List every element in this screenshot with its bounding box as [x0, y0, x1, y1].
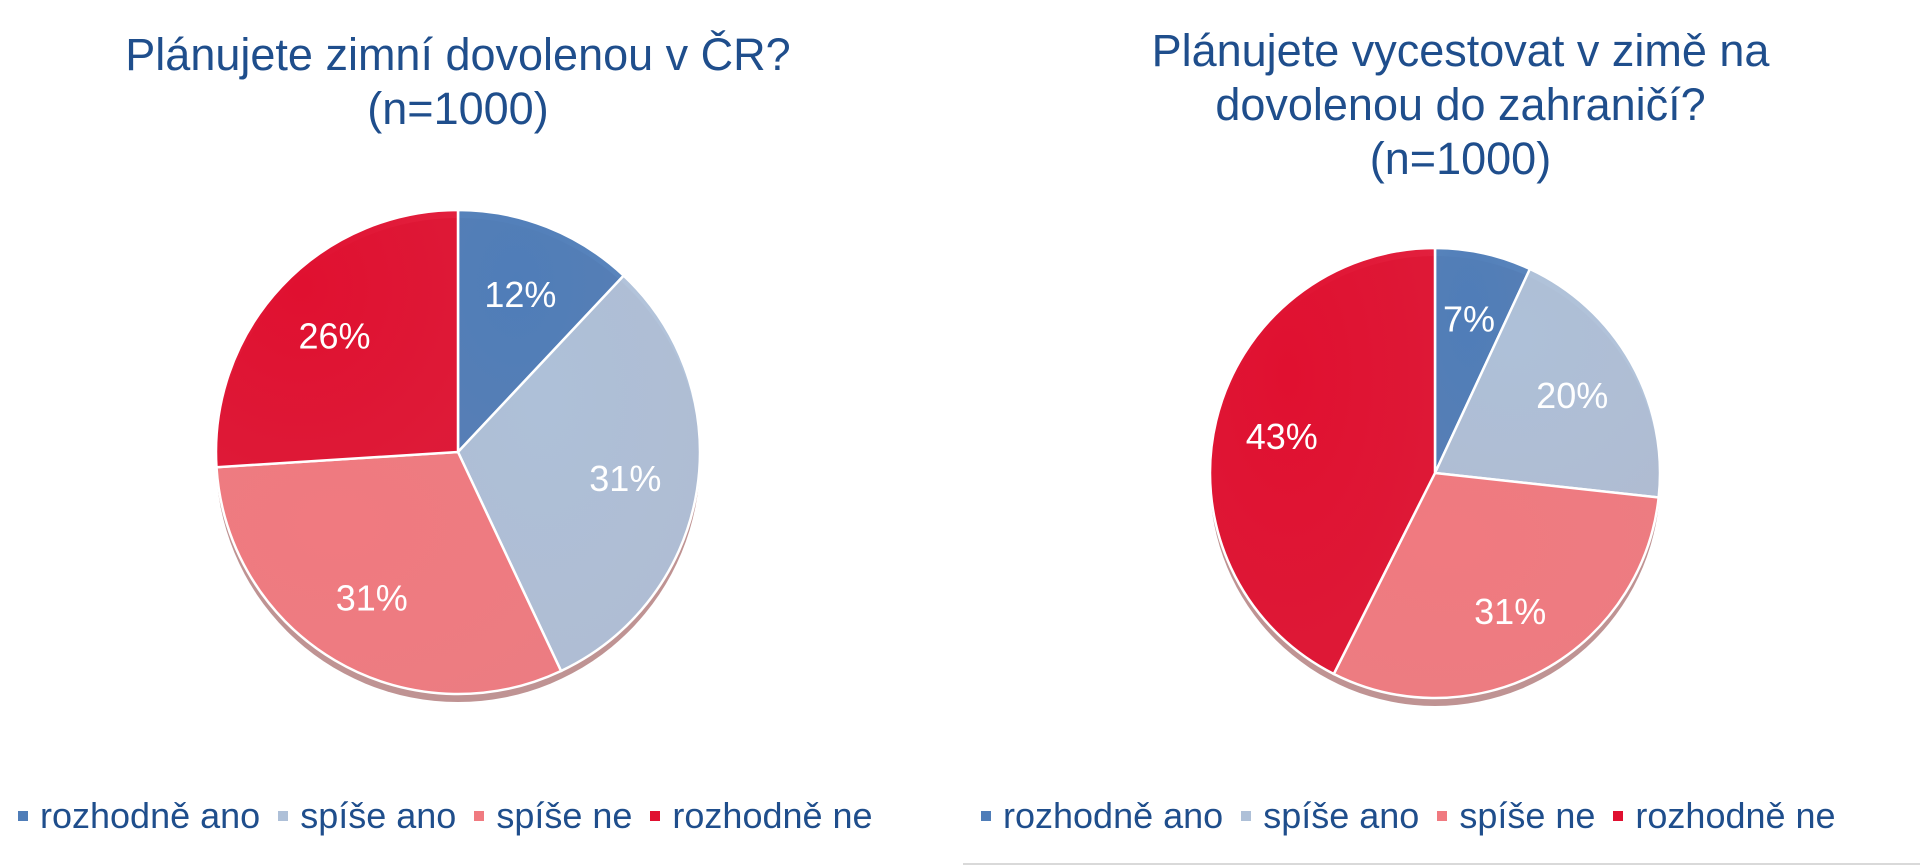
legend-swatch — [278, 811, 289, 821]
chart-title-line-2: (n=1000) — [367, 83, 549, 134]
chart-title: Plánujete vycestovat v zimě na dovolenou… — [960, 24, 1920, 186]
legend-swatch — [1437, 811, 1448, 821]
legend-label: spíše ano — [300, 795, 457, 836]
legend-swatch — [650, 811, 661, 821]
chart-title-line-3: (n=1000) — [1369, 133, 1552, 184]
legend-label: rozhodně ne — [672, 795, 873, 836]
data-label: 31% — [589, 458, 661, 499]
slice-spise-ne — [1332, 471, 1661, 700]
chart-title-line-1: Plánujete zimní dovolenou v ČR? — [125, 29, 791, 80]
slice-spise-ano — [456, 273, 702, 673]
data-label: 43% — [1246, 416, 1318, 457]
legend-label: spíše ne — [496, 795, 633, 836]
legend-item-spise-ne: spíše ne — [1437, 795, 1595, 837]
legend-swatch — [1613, 811, 1624, 821]
chart-title-line-2: dovolenou do zahraničí? — [1215, 79, 1706, 130]
chart-domestic: Plánujete zimní dovolenou v ČR? (n=1000)… — [0, 28, 916, 837]
slice-spise-ano — [1433, 267, 1662, 499]
slice-rozhodne-ano — [456, 208, 626, 456]
legend-label: spíše ano — [1263, 795, 1420, 836]
legend-item-spise-ano: spíše ano — [278, 795, 456, 837]
legend-item-spise-ano: spíše ano — [1241, 795, 1419, 837]
chart-title: Plánujete zimní dovolenou v ČR? (n=1000) — [0, 28, 916, 136]
legend-swatch — [981, 811, 991, 821]
data-label: 26% — [298, 316, 370, 357]
legend-label: spíše ne — [1459, 795, 1596, 836]
slice-spise-ne — [215, 450, 563, 696]
legend-item-rozhodne-ne: rozhodně ne — [1613, 795, 1836, 837]
chart-abroad: Plánujete vycestovat v zimě na dovolenou… — [960, 0, 1920, 867]
chart-title-line-1: Plánujete vycestovat v zimě na — [1151, 25, 1770, 76]
data-label: 20% — [1536, 375, 1608, 416]
legend-swatch — [18, 811, 28, 821]
data-label: 12% — [484, 274, 556, 315]
legend-swatch — [474, 811, 485, 821]
data-label: 31% — [1474, 591, 1546, 632]
legend-swatch — [1241, 811, 1252, 821]
slice-rozhodne-ne — [1208, 246, 1437, 676]
legend-item-rozhodne-ano: rozhodně ano — [18, 795, 260, 837]
slice-rozhodne-ne — [214, 208, 460, 469]
legend-label: rozhodně ne — [1635, 795, 1836, 836]
legend: rozhodně ano spíše ano spíše ne rozhodně… — [18, 795, 891, 837]
data-label: 31% — [336, 577, 408, 618]
pie-chart: 12% 31% 31% 26% — [214, 208, 702, 702]
legend-item-spise-ne: spíše ne — [474, 795, 632, 837]
legend-item-rozhodne-ne: rozhodně ne — [650, 795, 873, 837]
data-label: 7% — [1443, 299, 1495, 340]
legend: rozhodně ano spíše ano spíše ne rozhodně… — [981, 795, 1854, 837]
legend-item-rozhodne-ano: rozhodně ano — [981, 795, 1223, 837]
legend-label: rozhodně ano — [40, 795, 261, 836]
divider-line — [963, 863, 1920, 865]
pie-chart: 7% 20% 31% 43% — [1208, 246, 1662, 706]
legend-label: rozhodně ano — [1003, 795, 1224, 836]
